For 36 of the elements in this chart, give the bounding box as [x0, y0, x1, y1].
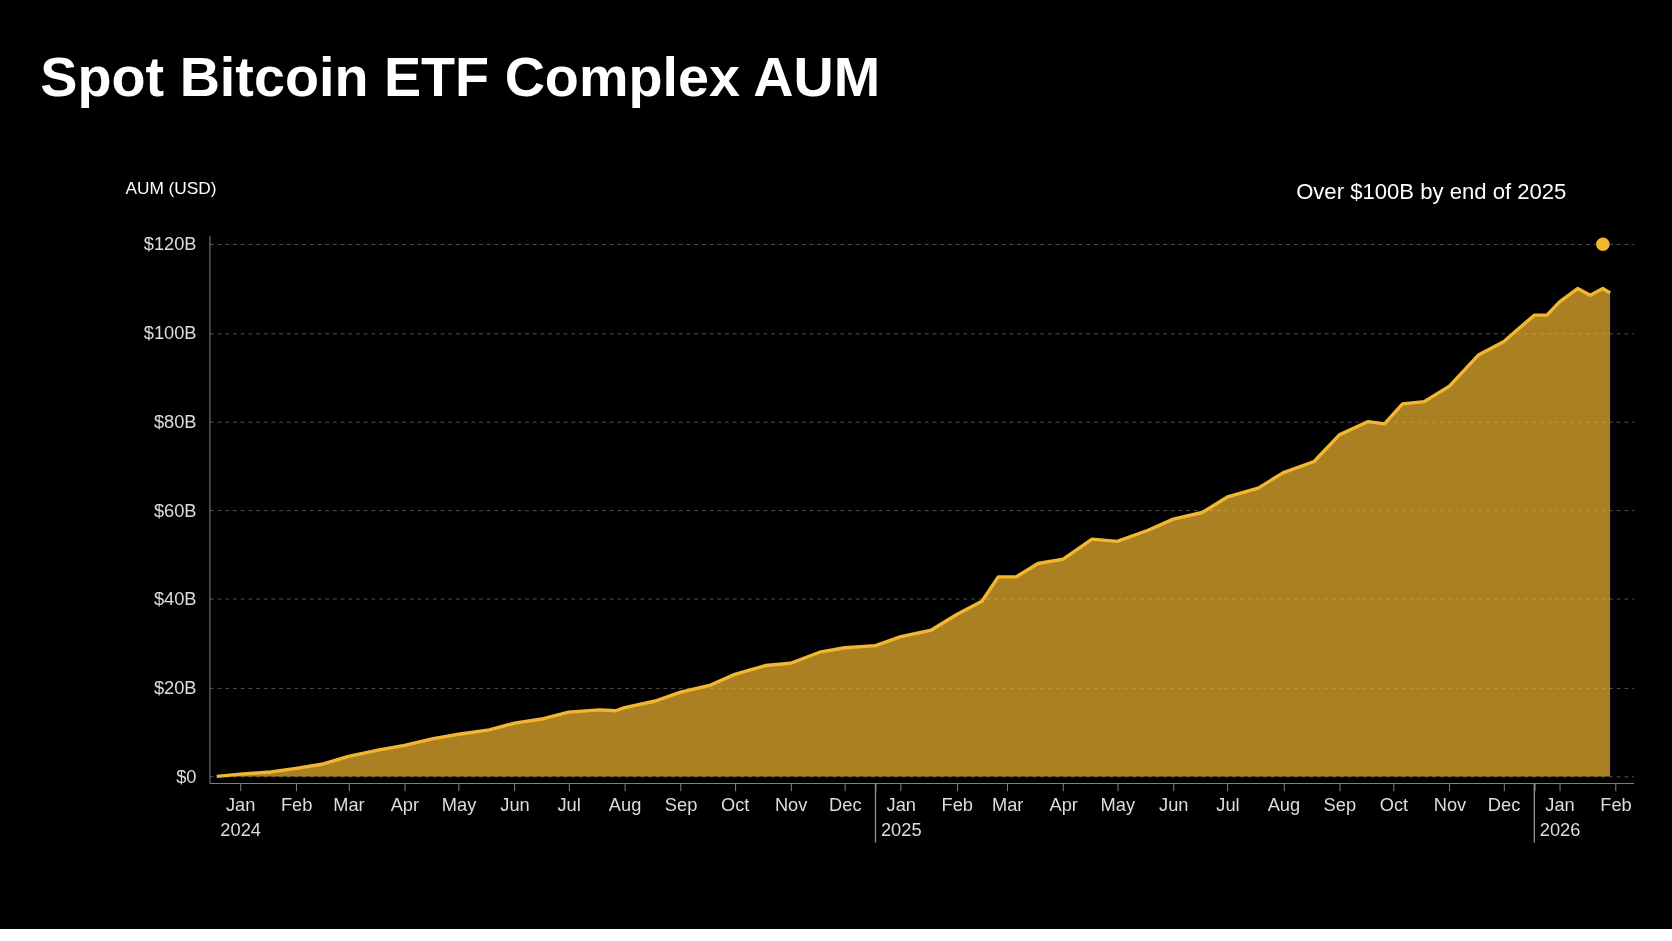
x-tick-label: Feb: [941, 794, 973, 816]
x-tick-label: Jan 2026: [1539, 794, 1581, 841]
x-tick-label: May: [1100, 794, 1136, 816]
y-tick-label: $40B: [153, 588, 197, 610]
x-tick-label: Nov: [1433, 794, 1468, 816]
x-tick-label: Mar: [333, 794, 365, 816]
x-tick-label: Feb: [1600, 794, 1632, 816]
x-tick-label: Jan 2025: [880, 794, 922, 841]
x-tick-label: Jun: [500, 794, 530, 816]
y-tick-label: $100B: [143, 322, 197, 344]
annotation: Over $100B by end of 2025: [1296, 179, 1567, 205]
x-tick-label: Dec: [1487, 794, 1521, 816]
x-tick-label: Sep: [1323, 794, 1357, 816]
x-tick-label: Dec: [829, 794, 862, 816]
x-tick-label: Mar: [992, 794, 1024, 816]
x-tick-label: Sep: [664, 794, 698, 816]
x-tick-label: Jul: [1216, 794, 1240, 816]
x-tick-label: Apr: [1049, 794, 1078, 816]
y-tick-label: $120B: [143, 233, 197, 255]
x-tick-label: Aug: [1267, 794, 1301, 816]
y-axis-title: AUM (USD): [125, 177, 217, 198]
chart-title: Spot Bitcoin ETF Complex AUM: [40, 45, 881, 108]
x-tick-label: Jun: [1159, 794, 1189, 816]
x-tick-label: Feb: [280, 794, 313, 816]
y-tick-label: $80B: [153, 410, 197, 432]
x-tick-label: Jul: [557, 794, 581, 816]
y-tick-label: $60B: [153, 499, 197, 521]
x-tick-label: Oct: [720, 794, 750, 816]
x-tick-label: Apr: [390, 794, 420, 816]
y-tick-label: $0: [176, 765, 197, 787]
x-tick-label: Nov: [774, 794, 809, 816]
x-tick-label: Oct: [1379, 794, 1409, 816]
x-tick-label: Aug: [608, 794, 642, 816]
x-tick-label: Jan 2024: [220, 794, 261, 841]
y-tick-label: $20B: [153, 676, 197, 698]
x-tick-label: May: [441, 794, 478, 816]
